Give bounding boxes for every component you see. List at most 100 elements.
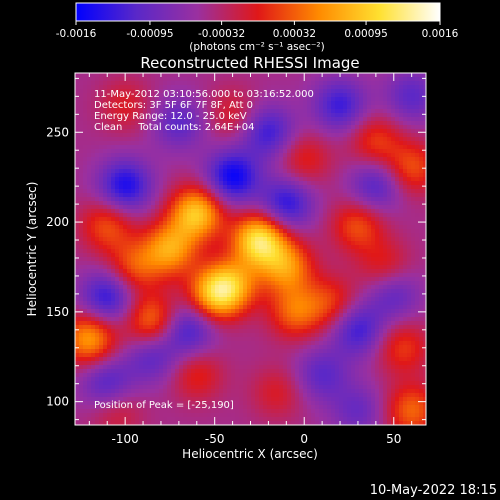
heatmap-cell	[199, 285, 204, 290]
heatmap-cell	[91, 161, 96, 166]
heatmap-cell	[267, 97, 272, 102]
heatmap-cell	[319, 101, 324, 106]
heatmap-cell	[87, 181, 92, 186]
heatmap-cell	[139, 265, 144, 270]
heatmap-cell	[223, 97, 228, 102]
heatmap-cell	[119, 217, 124, 222]
heatmap-cell	[387, 289, 392, 294]
heatmap-cell	[415, 141, 420, 146]
heatmap-cell	[363, 153, 368, 158]
heatmap-cell	[195, 189, 200, 194]
heatmap-cell	[119, 177, 124, 182]
heatmap-cell	[119, 141, 124, 146]
heatmap-cell	[283, 273, 288, 278]
heatmap-cell	[255, 289, 260, 294]
heatmap-cell	[395, 125, 400, 130]
heatmap-cell	[151, 89, 156, 94]
heatmap-cell	[143, 265, 148, 270]
heatmap-cell	[227, 101, 232, 106]
heatmap-cell	[107, 241, 112, 246]
heatmap-cell	[99, 253, 104, 258]
heatmap-cell	[287, 249, 292, 254]
heatmap-cell	[375, 277, 380, 282]
heatmap-cell	[375, 117, 380, 122]
heatmap-cell	[279, 81, 284, 86]
heatmap-cell	[287, 97, 292, 102]
heatmap-cell	[411, 177, 416, 182]
heatmap-cell	[107, 161, 112, 166]
heatmap-cell	[203, 113, 208, 118]
heatmap-cell	[151, 277, 156, 282]
heatmap-cell	[347, 273, 352, 278]
heatmap-cell	[251, 105, 256, 110]
heatmap-cell	[79, 81, 84, 86]
heatmap-cell	[203, 149, 208, 154]
heatmap-cell	[87, 177, 92, 182]
heatmap-cell	[83, 241, 88, 246]
heatmap-cell	[99, 173, 104, 178]
heatmap-cell	[103, 233, 108, 238]
heatmap-cell	[151, 113, 156, 118]
heatmap-cell	[203, 237, 208, 242]
heatmap-cell	[247, 157, 252, 162]
heatmap-cell	[99, 257, 104, 262]
heatmap-cell	[91, 265, 96, 270]
heatmap-cell	[323, 205, 328, 210]
heatmap-cell	[371, 85, 376, 90]
heatmap-cell	[111, 113, 116, 118]
heatmap-cell	[259, 141, 264, 146]
heatmap-cell	[311, 289, 316, 294]
heatmap-cell	[351, 129, 356, 134]
heatmap-cell	[131, 249, 136, 254]
heatmap-cell	[135, 257, 140, 262]
heatmap-cell	[79, 249, 84, 254]
heatmap-cell	[303, 121, 308, 126]
heatmap-cell	[307, 265, 312, 270]
heatmap-cell	[135, 261, 140, 266]
heatmap-cell	[323, 257, 328, 262]
heatmap-cell	[139, 217, 144, 222]
heatmap-cell	[251, 225, 256, 230]
heatmap-cell	[251, 173, 256, 178]
heatmap-cell	[295, 197, 300, 202]
heatmap-cell	[219, 225, 224, 230]
heatmap-cell	[159, 105, 164, 110]
heatmap-cell	[303, 233, 308, 238]
heatmap-cell	[251, 209, 256, 214]
heatmap-cell	[199, 169, 204, 174]
heatmap-cell	[295, 121, 300, 126]
heatmap-cell	[355, 229, 360, 234]
heatmap-cell	[279, 217, 284, 222]
heatmap-cell	[123, 145, 128, 150]
heatmap-cell	[423, 273, 426, 278]
heatmap-cell	[175, 133, 180, 138]
heatmap-cell	[247, 249, 252, 254]
heatmap-cell	[383, 249, 388, 254]
heatmap-cell	[283, 265, 288, 270]
heatmap-cell	[419, 209, 424, 214]
heatmap-cell	[291, 269, 296, 274]
heatmap-cell	[215, 121, 220, 126]
heatmap-cell	[311, 153, 316, 158]
heatmap-cell	[143, 149, 148, 154]
heatmap-cell	[291, 181, 296, 186]
heatmap-cell	[311, 137, 316, 142]
heatmap-cell	[275, 93, 280, 98]
heatmap-cell	[131, 201, 136, 206]
heatmap-cell	[163, 265, 168, 270]
heatmap-cell	[127, 257, 132, 262]
heatmap-cell	[351, 141, 356, 146]
heatmap-cell	[271, 229, 276, 234]
heatmap-cell	[135, 265, 140, 270]
heatmap-cell	[143, 241, 148, 246]
heatmap-cell	[291, 125, 296, 130]
heatmap-cell	[283, 249, 288, 254]
heatmap-cell	[131, 153, 136, 158]
heatmap-cell	[147, 157, 152, 162]
heatmap-cell	[355, 85, 360, 90]
heatmap-cell	[367, 101, 372, 106]
heatmap-cell	[379, 221, 384, 226]
heatmap-cell	[355, 165, 360, 170]
heatmap-cell	[243, 241, 248, 246]
heatmap-cell	[219, 169, 224, 174]
